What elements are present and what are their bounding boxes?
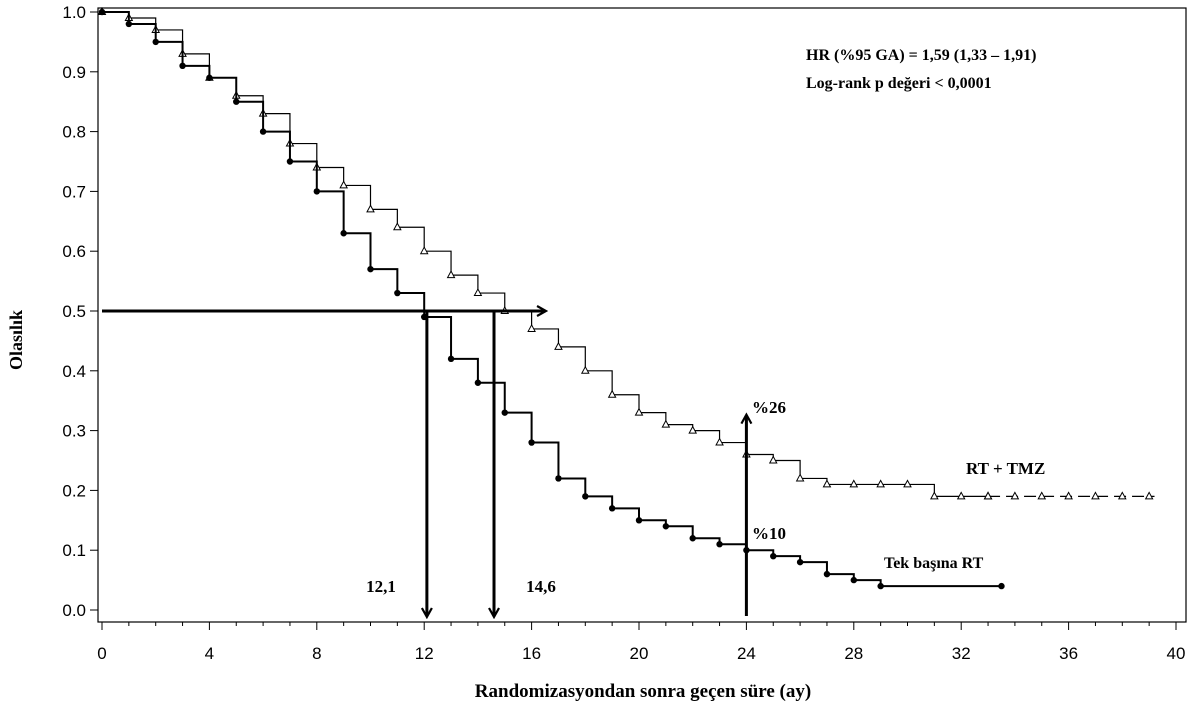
point-rt-tmz — [634, 407, 644, 416]
median-rt-label: 12,1 — [366, 577, 396, 596]
series-layer — [97, 6, 1155, 590]
median-tmz-label: 14,6 — [526, 577, 556, 596]
point-rt-alone — [770, 552, 777, 560]
point-rt-alone — [823, 570, 831, 578]
point-rt-tmz — [849, 479, 859, 488]
censor-mark-rt-tmz — [1117, 491, 1127, 500]
censor-mark-rt-tmz — [1064, 491, 1073, 500]
point-rt-alone — [152, 38, 159, 46]
censor-mark-rt-tmz — [1091, 491, 1100, 500]
plot-frame — [97, 7, 1187, 623]
x-axis: 0 4 8 12 16 20 24 28 32 36 40 — [97, 622, 1185, 663]
point-rt-alone — [998, 582, 1005, 590]
point-rt-tmz — [688, 425, 698, 434]
x-tick-label: 16 — [522, 644, 541, 663]
point-rt-alone — [850, 576, 857, 584]
x-tick-label: 28 — [844, 644, 863, 663]
point-rt-alone — [340, 230, 347, 237]
x-tick-label: 20 — [630, 644, 649, 663]
point-rt-tmz — [795, 473, 805, 482]
y-tick-label: 0.1 — [62, 541, 86, 560]
point-rt-tmz — [715, 437, 724, 446]
point-rt-alone — [313, 188, 320, 195]
point-rt-alone — [501, 409, 508, 416]
y-tick-label: 0.2 — [62, 481, 86, 500]
hr-annotation: HR (%95 GA) = 1,59 (1,33 – 1,91) — [806, 47, 1036, 64]
y-tick-label: 0.0 — [62, 601, 86, 620]
y-tick-label: 0.5 — [62, 302, 86, 321]
x-tick-label: 0 — [97, 644, 106, 663]
point-rt-alone — [206, 74, 213, 81]
x-tick-label: 4 — [205, 644, 214, 663]
point-rt-alone — [98, 8, 106, 16]
point-rt-alone — [179, 62, 186, 70]
censor-mark-rt-tmz — [983, 491, 993, 500]
point-rt-tmz — [554, 341, 563, 350]
series-rt-alone-line — [102, 11, 1002, 588]
point-rt-tmz — [956, 491, 966, 500]
point-rt-tmz — [393, 222, 402, 231]
point-rt-alone — [555, 475, 562, 482]
point-rt-tmz — [903, 479, 912, 488]
point-rt-alone — [635, 517, 643, 524]
series-label-rt-tmz: RT + TMZ — [966, 459, 1045, 478]
point-rt-alone — [367, 265, 374, 273]
point-rt-alone — [877, 582, 884, 590]
point-rt-tmz — [473, 288, 483, 297]
point-rt-tmz — [930, 491, 939, 500]
logrank-annotation: Log-rank p değeri < 0,0001 — [806, 75, 992, 92]
point-rt-alone — [528, 439, 535, 446]
point-rt-alone — [582, 493, 589, 500]
point-rt-alone — [608, 505, 616, 512]
point-rt-alone — [447, 355, 455, 363]
x-tick-label: 36 — [1059, 644, 1078, 663]
pct-tmz-label: %26 — [752, 398, 786, 417]
point-rt-tmz — [580, 365, 590, 374]
point-rt-tmz — [661, 419, 671, 428]
point-rt-tmz — [768, 455, 778, 464]
annotation-layer — [102, 311, 746, 616]
point-rt-alone — [233, 98, 240, 105]
y-tick-label: 0.6 — [62, 242, 86, 261]
y-axis: 0.0 0.1 0.2 0.3 0.4 0.5 0.6 0.7 0.8 0.9 1.0 — [62, 3, 98, 620]
point-rt-alone — [125, 20, 133, 28]
point-rt-tmz — [366, 204, 375, 213]
point-rt-alone — [259, 128, 267, 135]
point-rt-tmz — [876, 479, 885, 488]
y-tick-label: 0.7 — [62, 182, 86, 201]
y-axis-label: Olasılık — [6, 310, 26, 370]
y-tick-label: 0.3 — [62, 422, 86, 441]
point-rt-alone — [662, 523, 670, 530]
x-tick-label: 12 — [415, 644, 434, 663]
point-rt-tmz — [822, 479, 832, 488]
censor-mark-rt-tmz — [1144, 491, 1154, 500]
y-tick-label: 0.4 — [62, 362, 86, 381]
point-rt-alone — [689, 535, 696, 542]
point-rt-alone — [796, 558, 804, 566]
point-rt-tmz — [446, 270, 456, 279]
x-tick-label: 24 — [737, 644, 756, 663]
series-label-rt-alone: Tek başına RT — [884, 555, 984, 572]
y-tick-label: 1.0 — [62, 3, 86, 22]
point-rt-alone — [286, 158, 294, 165]
point-rt-tmz — [527, 323, 536, 332]
point-rt-tmz — [607, 389, 617, 398]
point-rt-tmz — [419, 246, 429, 255]
point-rt-tmz — [339, 180, 348, 189]
x-tick-label: 8 — [312, 644, 321, 663]
y-tick-label: 0.9 — [62, 63, 86, 82]
x-tick-label: 40 — [1167, 644, 1186, 663]
point-rt-alone — [716, 541, 723, 548]
censor-mark-rt-tmz — [1010, 491, 1020, 500]
censor-mark-rt-tmz — [1037, 491, 1047, 500]
point-rt-alone — [474, 379, 482, 386]
y-tick-label: 0.8 — [62, 123, 86, 142]
point-rt-alone — [394, 289, 401, 297]
x-tick-label: 32 — [952, 644, 971, 663]
x-axis-label: Randomizasyondan sonra geçen süre (ay) — [475, 681, 811, 702]
pct-rt-label: %10 — [752, 524, 786, 543]
